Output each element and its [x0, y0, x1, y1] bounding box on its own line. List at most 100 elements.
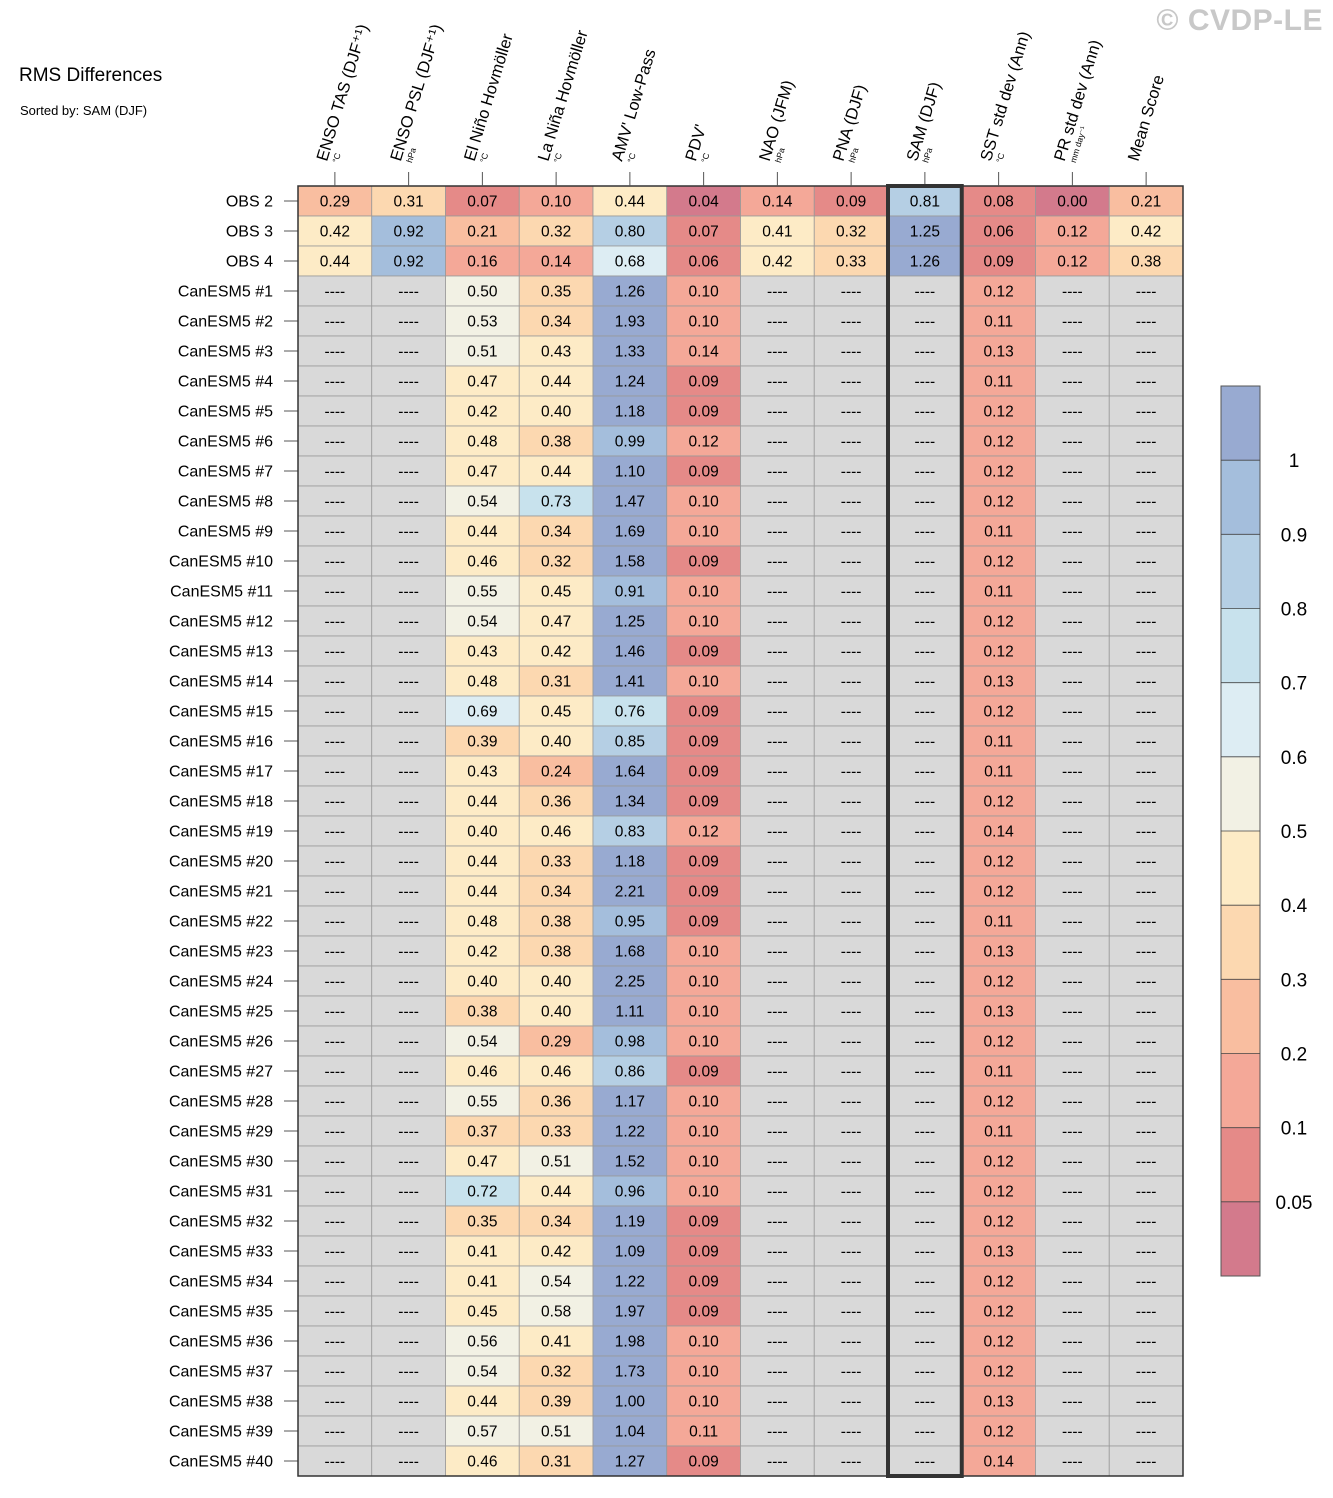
heatmap-cell — [813, 1085, 889, 1117]
cell-value: ---- — [325, 584, 346, 601]
heatmap-cell — [666, 935, 741, 967]
cell-value: ---- — [915, 1154, 936, 1171]
heatmap-cell — [813, 695, 889, 727]
row-label: CanESM5 #22 — [169, 914, 273, 931]
cell-value: 1.22 — [615, 1124, 645, 1141]
heatmap-cell — [445, 635, 520, 667]
column-unit: hPa — [773, 146, 787, 164]
cell-value: 0.12 — [984, 494, 1014, 511]
row-label: CanESM5 #13 — [169, 644, 273, 661]
heatmap-cell — [1035, 1025, 1110, 1057]
cell-value: ---- — [1136, 344, 1157, 361]
cell-value: 0.12 — [984, 434, 1014, 451]
column-header: ENSO PSL (DJF⁺¹)hPa — [387, 22, 446, 164]
cell-value: 0.10 — [689, 1364, 720, 1381]
cell-value: 0.12 — [984, 404, 1014, 421]
cell-value: 0.43 — [467, 644, 497, 661]
cell-value: ---- — [915, 1004, 936, 1021]
heatmap-cell — [1035, 1445, 1110, 1477]
heatmap-cell — [592, 1355, 668, 1387]
heatmap-cell — [592, 425, 668, 457]
cell-value: ---- — [841, 584, 862, 601]
cell-value: ---- — [767, 1244, 788, 1261]
cell-value: 0.42 — [762, 254, 792, 271]
cell-value: 0.86 — [615, 1064, 645, 1081]
cell-value: ---- — [1062, 914, 1083, 931]
heatmap-cell — [297, 485, 373, 517]
cell-value: ---- — [767, 1424, 788, 1441]
heatmap-cell — [592, 725, 668, 757]
heatmap-cell — [1108, 1235, 1184, 1267]
cell-value: 0.50 — [467, 284, 498, 301]
cell-value: 0.12 — [689, 824, 719, 841]
cell-value: 0.41 — [467, 1244, 497, 1261]
cell-value: ---- — [398, 1274, 419, 1291]
cell-value: ---- — [1136, 884, 1157, 901]
cell-value: ---- — [841, 764, 862, 781]
heatmap-cell — [371, 905, 446, 937]
cell-value: ---- — [915, 974, 936, 991]
cell-value: ---- — [325, 1004, 346, 1021]
row-label: CanESM5 #33 — [169, 1244, 273, 1261]
cell-value: ---- — [1062, 1094, 1083, 1111]
heatmap-cell — [666, 215, 741, 247]
row-label: CanESM5 #5 — [178, 404, 273, 421]
heatmap-cell — [961, 845, 1036, 877]
heatmap-cell — [666, 785, 741, 817]
cell-value: 0.12 — [984, 704, 1014, 721]
cell-value: 0.12 — [984, 884, 1014, 901]
cell-value: 0.46 — [467, 1454, 497, 1471]
cell-value: ---- — [1062, 1004, 1083, 1021]
cell-value: 0.09 — [689, 794, 719, 811]
cell-value: 0.41 — [541, 1334, 571, 1351]
heatmap-cell — [592, 965, 668, 997]
cell-value: ---- — [767, 494, 788, 511]
cell-value: ---- — [841, 794, 862, 811]
heatmap-cell — [371, 1115, 446, 1147]
cell-value: 1.68 — [615, 944, 645, 961]
cell-value: ---- — [767, 824, 788, 841]
cell-value: ---- — [841, 284, 862, 301]
cell-value: ---- — [1062, 1244, 1083, 1261]
cell-value: ---- — [398, 614, 419, 631]
heatmap-cell — [1035, 635, 1110, 667]
cell-value: 0.34 — [541, 884, 572, 901]
heatmap-cell — [887, 455, 963, 487]
heatmap-cell — [1035, 245, 1110, 277]
cell-value: 0.47 — [467, 1154, 497, 1171]
cell-value: ---- — [398, 464, 419, 481]
cell-value: 0.46 — [541, 1064, 571, 1081]
cell-value: 0.54 — [467, 494, 498, 511]
cell-value: 0.95 — [615, 914, 645, 931]
heatmap-cell — [371, 1145, 446, 1177]
heatmap-cell — [518, 1205, 594, 1237]
heatmap-cell — [961, 1265, 1036, 1297]
cell-value: ---- — [325, 944, 346, 961]
heatmap-cell — [887, 545, 963, 577]
cell-value: ---- — [325, 1334, 346, 1351]
heatmap-cell — [518, 755, 594, 787]
cell-value: ---- — [841, 644, 862, 661]
chart-title: RMS Differences — [19, 65, 162, 86]
heatmap-cell — [813, 1205, 889, 1237]
cell-value: ---- — [915, 1454, 936, 1471]
heatmap-cell — [666, 305, 741, 337]
heatmap-cell — [887, 635, 963, 667]
heatmap-cell — [297, 815, 373, 847]
cell-value: ---- — [841, 464, 862, 481]
cell-value: ---- — [325, 1094, 346, 1111]
cell-value: ---- — [398, 644, 419, 661]
cell-value: 0.46 — [467, 1064, 497, 1081]
column-unit: °C — [330, 152, 342, 164]
colorbar-swatch — [1221, 386, 1260, 461]
heatmap-cell — [445, 455, 520, 487]
cell-value: ---- — [841, 1124, 862, 1141]
heatmap-cell — [813, 1295, 889, 1327]
cell-value: 0.10 — [689, 674, 720, 691]
heatmap-cell — [887, 1265, 963, 1297]
heatmap-cell — [1035, 665, 1110, 697]
heatmap-cell — [1035, 1265, 1110, 1297]
colorbar-label: 0.05 — [1276, 1193, 1313, 1214]
heatmap-cell — [445, 845, 520, 877]
